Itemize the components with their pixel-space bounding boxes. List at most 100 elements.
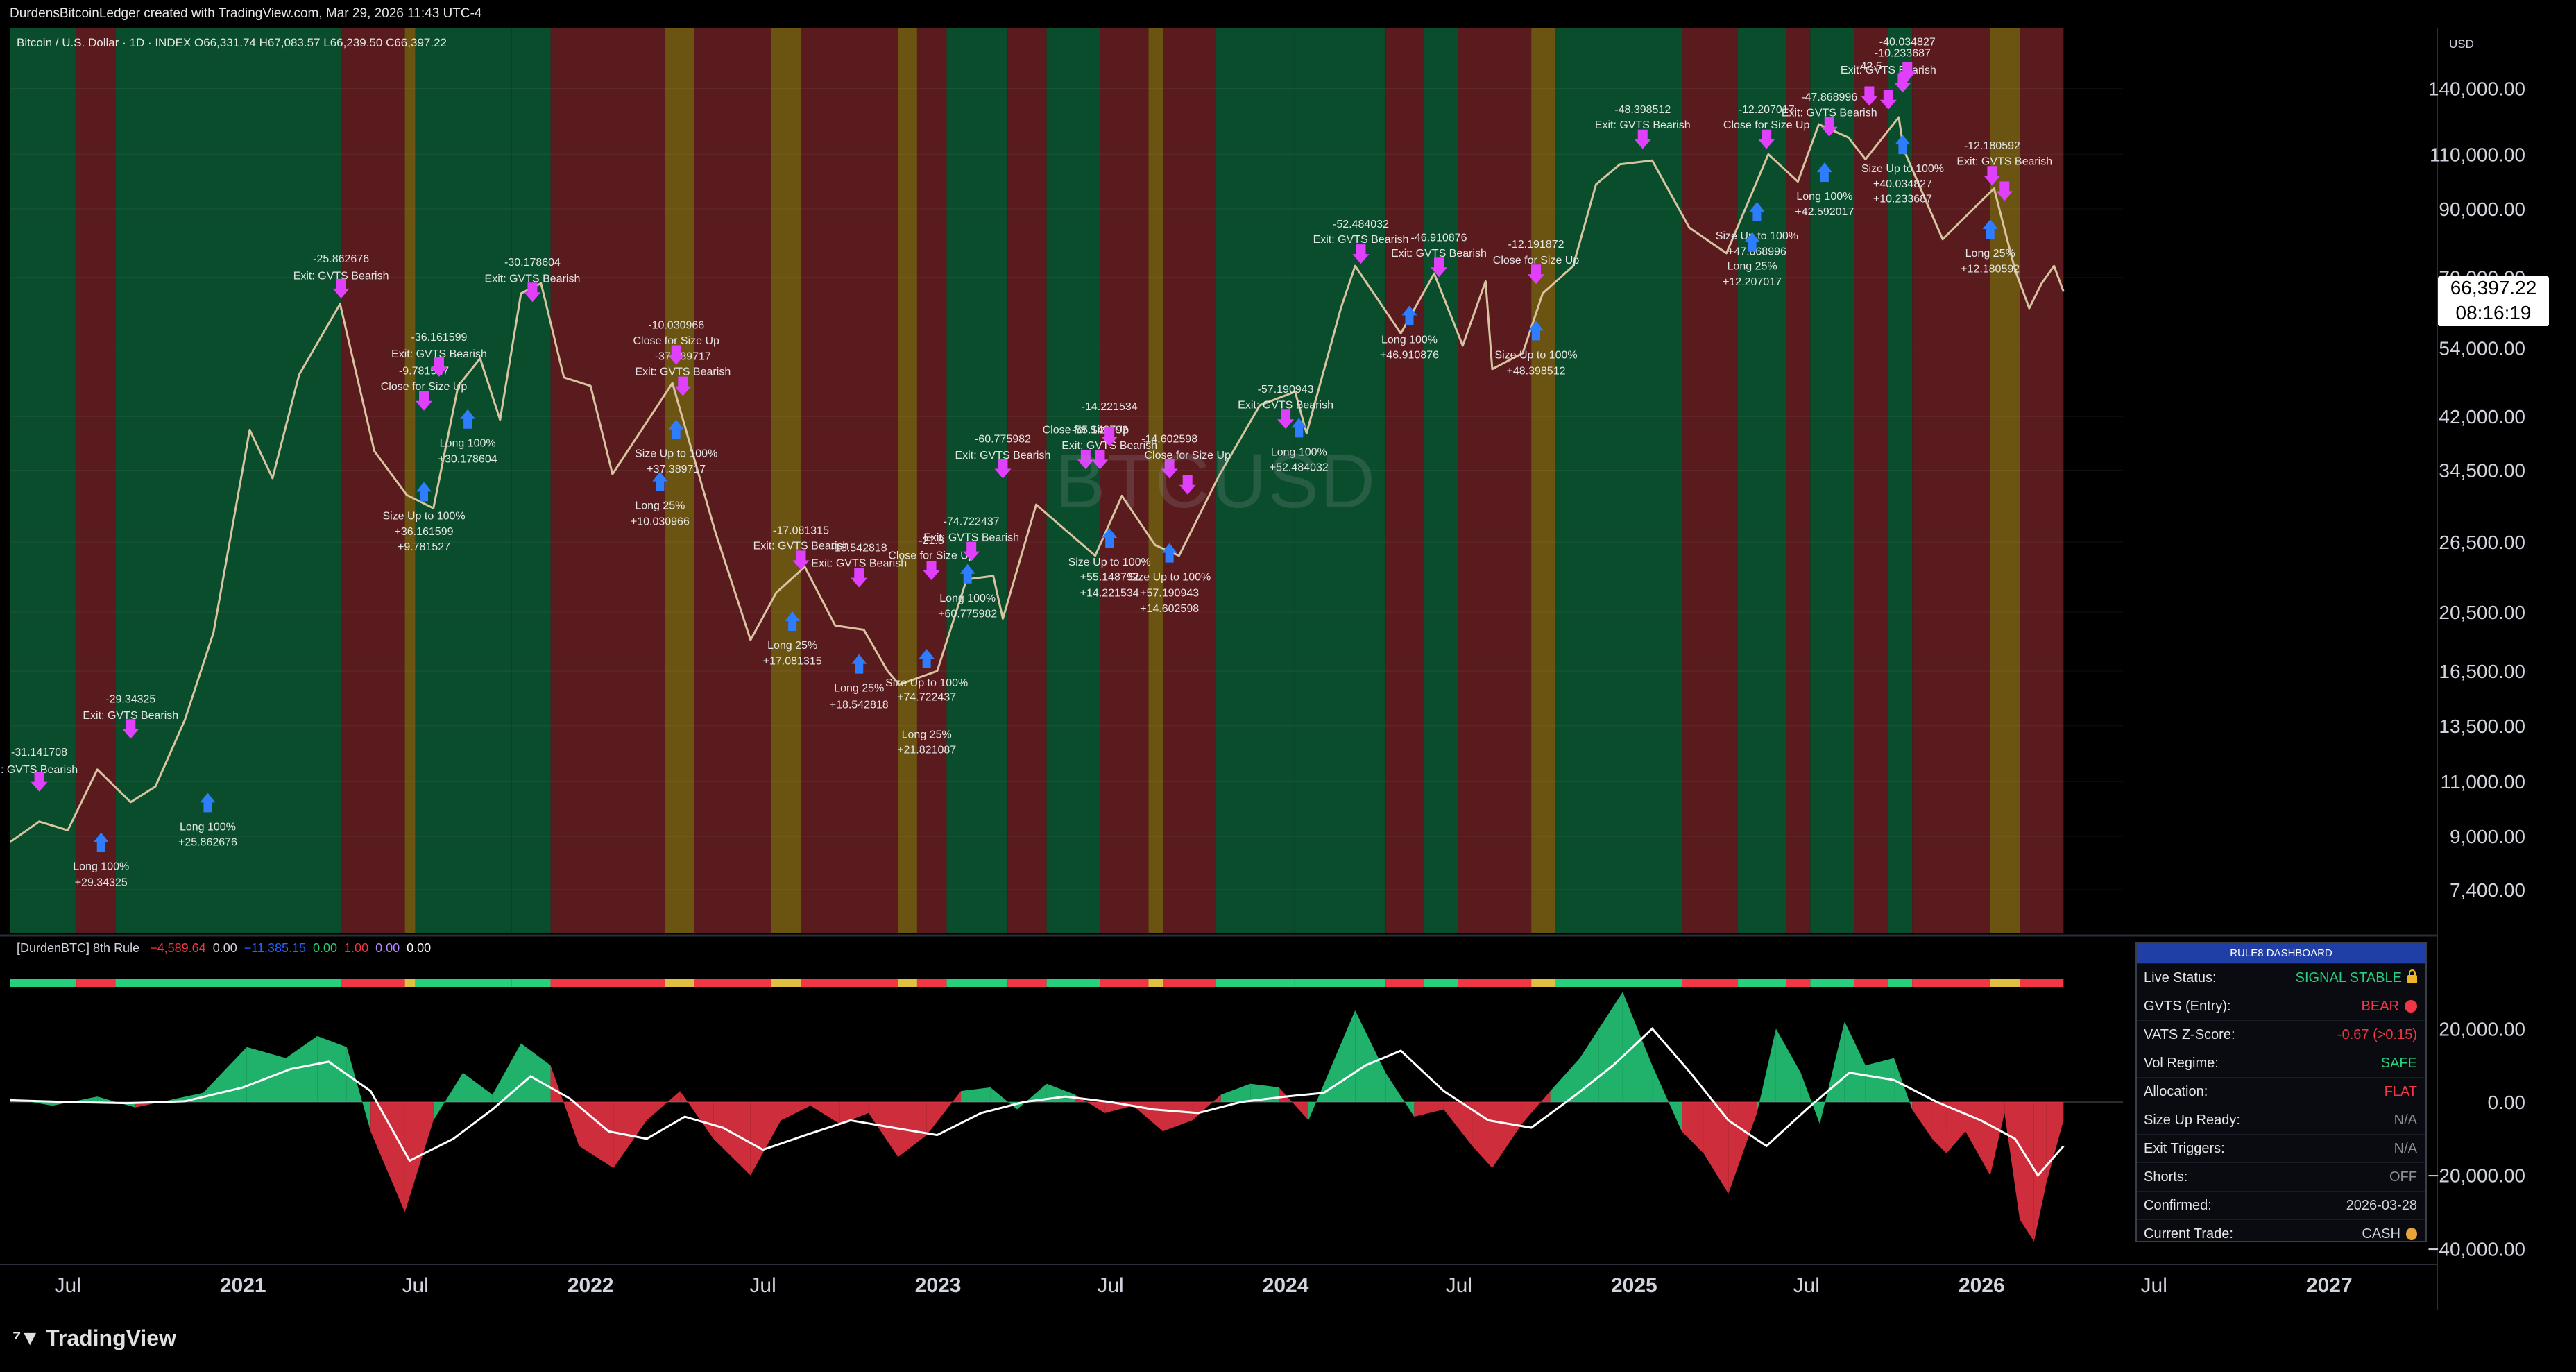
entry-arrow-icon: [1895, 135, 1911, 155]
dashboard-row-label: Size Up Ready:: [2144, 1112, 2240, 1128]
oscillator-histogram-segment: [713, 1102, 751, 1176]
entry-annotation: +29.34325: [75, 877, 128, 889]
entry-annotation: +40.034827: [1873, 178, 1932, 190]
regime-background: [10, 28, 2064, 933]
dashboard-row: Allocation: FLAT: [2137, 1077, 2425, 1106]
entry-annotation: +10.233687: [1873, 194, 1932, 205]
exit-annotation: -46.910876: [1411, 232, 1467, 244]
exit-annotation: -42.5: [1857, 61, 1882, 73]
entry-annotation: Long 100%: [1381, 334, 1438, 346]
price-tick-label: 9,000.00: [2450, 826, 2525, 847]
exit-arrow-icon: [1431, 257, 1448, 278]
exit-annotation: Exit: GVTS Bearish: [1841, 65, 1936, 76]
indicator-legend[interactable]: [DurdenBTC] 8th Rule −4,589.64 0.00 −11,38…: [17, 941, 445, 956]
time-tick-label: 2027: [2306, 1274, 2353, 1297]
dashboard-row: Exit Triggers: N/A: [2137, 1134, 2425, 1162]
dashboard-row-value-text: N/A: [2394, 1112, 2417, 1128]
regime-strip-segment: [10, 979, 77, 987]
regime-strip-segment: [1424, 979, 1458, 987]
last-price: 66,397.22: [2450, 277, 2537, 298]
oscillator-axis[interactable]: 20,000.00 0.00 −20,000.00 −40,000.00: [2428, 1018, 2525, 1260]
dashboard-row: Shorts: OFF: [2137, 1162, 2425, 1191]
entry-annotation: Long 100%: [939, 593, 996, 604]
exit-annotation: Exit: GVTS Bearish: [485, 273, 581, 285]
red-dot-icon: [2405, 1000, 2417, 1013]
entry-annotation: Long 25%: [902, 729, 952, 741]
entry-arrow-icon: [785, 611, 801, 632]
oscillator-histogram-segment: [1820, 1021, 1845, 1124]
dashboard-row-value-text: FLAT: [2384, 1083, 2417, 1099]
dashboard-row-label: Confirmed:: [2144, 1197, 2212, 1213]
oscillator-histogram-segment: [1775, 1028, 1801, 1102]
regime-band-neutral: [1531, 28, 1555, 933]
regime-band-bear: [1912, 28, 1990, 933]
time-tick-label: 2025: [1611, 1274, 1657, 1297]
dashboard-row-label: Exit Triggers:: [2144, 1140, 2225, 1156]
entry-annotation: Size Up to 100%: [885, 677, 968, 689]
symbol-legend[interactable]: Bitcoin / U.S. Dollar · 1D · INDEX O66,3…: [17, 36, 447, 50]
dashboard-row: Live Status: SIGNAL STABLE: [2137, 963, 2425, 992]
regime-strip-segment: [1786, 979, 1811, 987]
entry-annotation: +14.221534: [1080, 587, 1139, 599]
money-bag-icon: [2406, 1228, 2417, 1240]
last-price-tag: 66,397.22 08:16:19: [2438, 276, 2549, 326]
time-tick-label: Jul: [1793, 1274, 1820, 1297]
entry-annotation: +36.161599: [395, 526, 454, 538]
entry-arrow-icon: [1401, 305, 1417, 325]
oscillator-histogram-segment: [1946, 1102, 1965, 1153]
oscillator-histogram-segment: [1965, 1102, 1990, 1176]
oscillator-histogram-segment: [346, 1047, 371, 1132]
oscillator-signal-line: [10, 1027, 2065, 1178]
time-axis[interactable]: Jul 2021 Jul 2022 Jul 2023 Jul 2024 Jul 2025 Jul 20…: [55, 1274, 2353, 1297]
regime-strip-segment: [1385, 979, 1424, 987]
rule8-dashboard: RULE8 DASHBOARD Live Status: SIGNAL STABL…: [2135, 942, 2427, 1242]
entry-annotation: +46.910876: [1380, 349, 1439, 361]
symbol-name[interactable]: Bitcoin / U.S. Dollar · 1D · INDEX: [17, 36, 191, 49]
trade-annotations: -31.141708: GVTS Bearish Long 100% +29.343…: [1, 36, 2052, 888]
tradingview-logo[interactable]: ⁷▼ TradingView: [12, 1326, 176, 1351]
time-tick-label: 2022: [568, 1274, 614, 1297]
regime-band-bear: [2020, 28, 2064, 933]
exit-annotation: Close for Size Up: [1144, 450, 1231, 461]
regime-strip-segment: [1046, 979, 1100, 987]
exit-annotation: Exit: GVTS Bearish: [635, 366, 731, 378]
entry-arrow-icon: [1102, 528, 1118, 548]
entry-annotation: +74.722437: [897, 692, 956, 704]
exit-annotation: -36.161599: [411, 332, 467, 344]
dashboard-row-value: N/A: [2394, 1141, 2417, 1157]
regime-band-bull: [10, 28, 77, 933]
dashboard-row: VATS Z-Score: -0.67 (>0.15): [2137, 1020, 2425, 1049]
exit-annotation: -10.233687: [1875, 47, 1931, 59]
regime-band-bull: [1555, 28, 1682, 933]
oscillator-histogram-segment: [961, 1087, 991, 1102]
indicator-name[interactable]: [DurdenBTC] 8th Rule: [17, 941, 140, 955]
time-tick-label: 2026: [1959, 1274, 2005, 1297]
oscillator-histogram-segment: [492, 1043, 522, 1102]
exit-annotation: Exit: GVTS Bearish: [1956, 156, 2052, 168]
exit-annotation: Exit: GVTS Bearish: [1391, 248, 1487, 260]
regime-band-bull: [1888, 28, 1913, 933]
dashboard-row-value: SIGNAL STABLE: [2296, 969, 2417, 986]
price-axis[interactable]: 7,400.00 9,000.00 11,000.00 13,500.00 16,500…: [2428, 78, 2525, 901]
oscillator-histogram-segment: [1844, 1021, 1866, 1102]
regime-strip-segment: [801, 979, 898, 987]
exit-arrow-icon: [1091, 450, 1109, 470]
oscillator-histogram-segment: [550, 1065, 579, 1146]
entry-annotation: +18.542818: [830, 699, 889, 711]
entry-annotation: Long 100%: [1271, 446, 1327, 458]
exit-arrow-icon: [524, 282, 541, 303]
entry-annotation: +47.868996: [1728, 246, 1786, 257]
price-tick-label: 13,500.00: [2439, 715, 2525, 737]
dashboard-row: Vol Regime: SAFE: [2137, 1049, 2425, 1077]
oscillator-histogram-segment: [1414, 1102, 1444, 1117]
entry-arrow-icon: [200, 793, 216, 813]
oscillator-histogram-segment: [1192, 1094, 1221, 1121]
oscillator-histogram-segment: [1865, 1058, 1895, 1102]
regime-band-bear: [1007, 28, 1047, 933]
oscillator-histogram-segment: [1682, 1102, 1704, 1153]
oscillator-histogram-segment: [781, 1102, 811, 1121]
exit-arrow-icon: [994, 459, 1012, 479]
exit-annotation: -52.484032: [1333, 219, 1389, 230]
currency-label[interactable]: USD: [2449, 37, 2474, 51]
